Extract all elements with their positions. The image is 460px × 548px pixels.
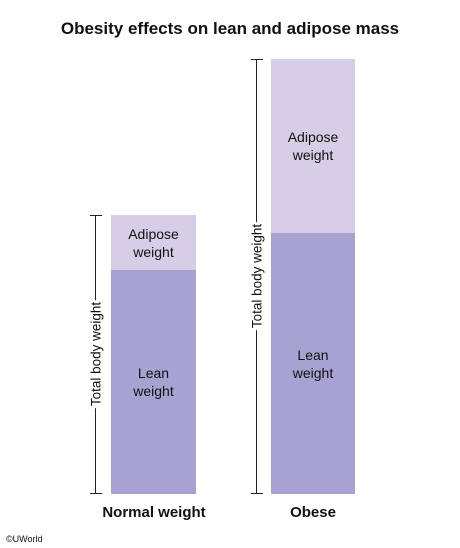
normal-weight-label: Normal weight: [102, 504, 206, 521]
obese-label: Obese: [290, 504, 336, 521]
obese-total-label: Total body weight: [249, 221, 265, 331]
obese-lean-segment: Lean weight: [271, 233, 355, 494]
obese-lean-label: Lean weight: [292, 346, 334, 381]
page-title: Obesity effects on lean and adipose mass: [60, 19, 400, 38]
normal-lean-segment: Lean weight: [111, 270, 196, 494]
copyright: ©UWorld: [6, 534, 43, 544]
normal-total-label: Total body weight: [88, 299, 104, 409]
normal-adipose-label: Adipose weight: [128, 225, 179, 260]
obese-adipose-label: Adipose weight: [287, 129, 339, 163]
normal-lean-label: Lean weight: [133, 365, 174, 399]
obese-adipose-segment: Adipose weight: [271, 59, 355, 233]
normal-adipose-segment: Adipose weight: [111, 215, 196, 270]
